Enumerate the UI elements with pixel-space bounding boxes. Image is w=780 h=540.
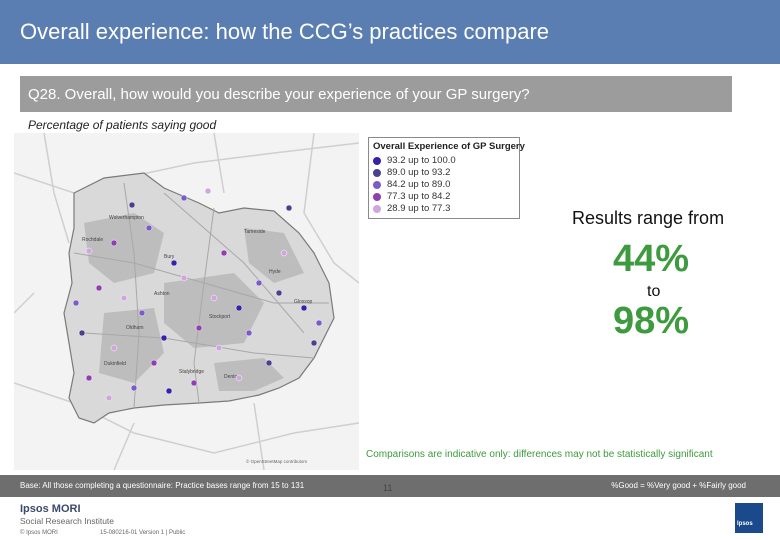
place-label: Hyde xyxy=(269,269,281,275)
practice-dot xyxy=(235,304,243,312)
legend-range: 93.2 up to 100.0 xyxy=(387,155,456,166)
practice-dot xyxy=(78,329,86,337)
legend-range: 89.0 up to 93.2 xyxy=(387,167,451,178)
practice-dot xyxy=(72,299,80,307)
legend-range: 77.3 up to 84.2 xyxy=(387,191,451,202)
results-low: 44% xyxy=(613,238,690,280)
practice-dot xyxy=(145,224,153,232)
practice-dot xyxy=(285,204,293,212)
practice-dot xyxy=(165,387,173,395)
practice-dot xyxy=(110,239,118,247)
copyright: © Ipsos MORI xyxy=(20,530,58,536)
practice-dot xyxy=(215,344,223,352)
legend-dot-2 xyxy=(373,181,381,189)
footer-bar: Base: All those completing a questionnai… xyxy=(0,475,780,497)
practice-dot xyxy=(160,334,168,342)
practice-dot xyxy=(128,201,136,209)
ccg-map: Wolverhampton Tameside Stockport Oldham … xyxy=(13,132,360,471)
legend-title: Overall Experience of GP Surgery xyxy=(373,141,525,152)
place-label: Glossop xyxy=(294,299,313,305)
practice-dot xyxy=(190,379,198,387)
practice-dot xyxy=(315,319,323,327)
practice-dot xyxy=(138,309,146,317)
practice-dot xyxy=(275,289,283,297)
place-label: Denton xyxy=(224,374,240,380)
practice-dot xyxy=(265,359,273,367)
legend-dot-4 xyxy=(373,205,381,213)
place-label: Tameside xyxy=(244,229,266,235)
practice-dot xyxy=(180,274,188,282)
legend-dot-0 xyxy=(373,157,381,165)
place-label: Dukinfield xyxy=(104,361,126,367)
map-urban-areas xyxy=(84,213,304,391)
map-svg: Wolverhampton Tameside Stockport Oldham … xyxy=(13,132,360,471)
place-label: Stalybridge xyxy=(179,369,204,375)
results-high: 98% xyxy=(613,300,690,342)
question-text: Q28. Overall, how would you describe you… xyxy=(28,86,530,103)
logo-subtitle: Social Research Institute xyxy=(20,516,115,526)
caveat-text: Comparisons are indicative only: differe… xyxy=(366,449,713,460)
practice-dot xyxy=(180,194,188,202)
legend-dot-3 xyxy=(373,193,381,201)
practice-dot xyxy=(85,247,93,255)
practice-dot xyxy=(204,187,212,195)
page-number: 11 xyxy=(383,483,393,493)
practice-dot xyxy=(85,374,93,382)
practice-dot xyxy=(235,374,243,382)
practice-dot xyxy=(170,259,178,267)
practice-dot xyxy=(300,304,308,312)
practice-dot xyxy=(195,324,203,332)
practice-dot xyxy=(130,384,138,392)
practice-dot xyxy=(245,329,253,337)
place-label: Ashton xyxy=(154,291,170,297)
legend-range: 28.9 up to 77.3 xyxy=(387,203,451,214)
place-label: Oldham xyxy=(126,325,144,331)
ipsos-mori-logo: Ipsos MORI xyxy=(20,503,81,515)
practice-dot xyxy=(105,394,113,402)
base-note: Base: All those completing a questionnai… xyxy=(20,481,305,490)
legend-range: 84.2 up to 89.0 xyxy=(387,179,451,190)
place-label: Wolverhampton xyxy=(109,215,144,221)
good-definition: %Good = %Very good + %Fairly good xyxy=(611,481,746,490)
practice-dot xyxy=(255,279,263,287)
practice-dots xyxy=(72,187,323,402)
map-credit: © OpenStreetMap contributors xyxy=(246,458,308,464)
ipsos-logo-text: Ipsos xyxy=(737,521,753,527)
place-label: Stockport xyxy=(209,314,231,320)
page-title: Overall experience: how the CCG’s practi… xyxy=(20,19,550,44)
practice-dot xyxy=(95,284,103,292)
place-label: Bury xyxy=(164,254,175,260)
practice-dot xyxy=(150,359,158,367)
map-legend: Overall Experience of GP Surgery 93.2 up… xyxy=(368,137,525,219)
title-bar: Overall experience: how the CCG’s practi… xyxy=(0,0,780,64)
practice-dot xyxy=(120,294,128,302)
practice-dot xyxy=(220,249,228,257)
subtitle: Percentage of patients saying good xyxy=(28,118,217,132)
job-reference: 15-080216-01 Version 1 | Public xyxy=(100,530,186,536)
practice-dot xyxy=(280,249,288,257)
results-range-label: Results range from xyxy=(572,208,725,228)
practice-dot xyxy=(310,339,318,347)
ipsos-logo: Ipsos xyxy=(735,503,763,533)
practice-dot xyxy=(210,294,218,302)
question-bar: Q28. Overall, how would you describe you… xyxy=(20,76,732,112)
practice-dot xyxy=(110,344,118,352)
legend-dot-1 xyxy=(373,169,381,177)
map-place-labels: Wolverhampton Tameside Stockport Oldham … xyxy=(82,215,313,380)
map-roads-outer xyxy=(13,132,360,471)
results-to: to xyxy=(647,283,661,300)
place-label: Rochdale xyxy=(82,237,103,243)
